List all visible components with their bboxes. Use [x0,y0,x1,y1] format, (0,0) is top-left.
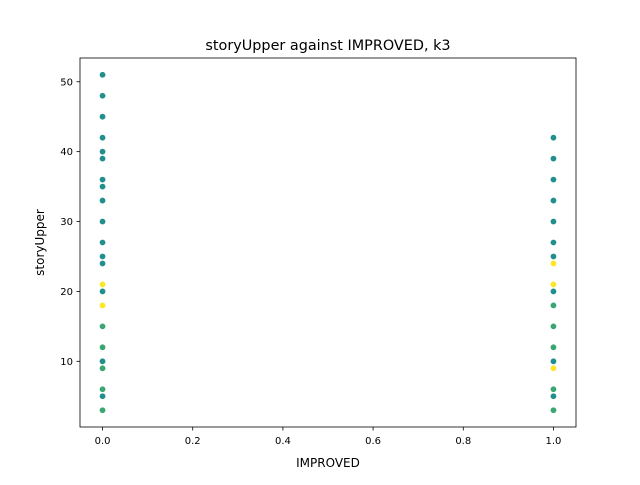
data-point [550,155,557,162]
data-point [99,92,106,99]
data-points [99,71,557,414]
data-point [550,134,557,141]
data-point [550,358,557,365]
y-tick-label: 50 [60,77,73,88]
data-point [550,218,557,225]
data-point [99,239,106,246]
x-tick-label: 1.0 [546,436,562,447]
data-point [99,71,106,78]
data-point [550,281,557,288]
x-tick-label: 0.8 [455,436,471,447]
y-tick-label: 30 [60,217,73,228]
data-point [99,344,106,351]
x-tick-label: 0.6 [365,436,381,447]
data-point [550,344,557,351]
y-tick-label: 20 [60,287,73,298]
x-tick-label: 0.0 [95,436,111,447]
plot-frame [79,57,577,428]
data-point [99,113,106,120]
data-point [550,197,557,204]
data-point [550,239,557,246]
data-point [99,393,106,400]
data-point [99,148,106,155]
data-point [99,155,106,162]
data-point [99,253,106,260]
data-point [99,176,106,183]
data-point [99,323,106,330]
data-point [550,365,557,372]
data-point [99,281,106,288]
data-point [550,288,557,295]
y-tick-label: 40 [60,147,73,158]
data-point [99,358,106,365]
data-point [99,260,106,267]
data-point [550,323,557,330]
data-point [99,288,106,295]
data-point [99,365,106,372]
x-axis-label: IMPROVED [296,456,360,470]
data-point [550,253,557,260]
chart-title: storyUpper against IMPROVED, k3 [205,38,450,54]
y-axis-label: storyUpper [33,209,47,276]
data-point [99,407,106,414]
data-point [99,218,106,225]
data-point [550,260,557,267]
data-point [99,134,106,141]
data-point [550,393,557,400]
data-point [99,386,106,393]
data-point [99,183,106,190]
data-point [550,407,557,414]
y-axis-ticks: 10 20 30 40 50 [60,77,80,368]
x-axis-ticks: 0.0 0.2 0.4 0.6 0.8 1.0 [95,427,562,447]
y-tick-label: 10 [60,357,73,368]
data-point [550,176,557,183]
x-tick-label: 0.4 [275,436,291,447]
x-tick-label: 0.2 [185,436,201,447]
data-point [99,197,106,204]
data-point [99,302,106,309]
data-point [550,386,557,393]
data-point [550,302,557,309]
